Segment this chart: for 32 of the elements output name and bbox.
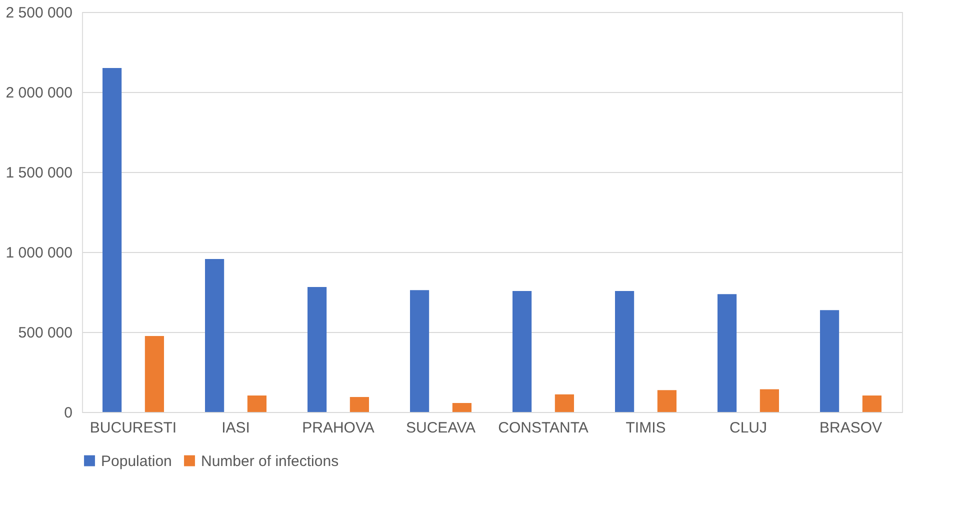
bar bbox=[410, 290, 430, 412]
bar bbox=[820, 310, 840, 412]
x-tick-label: IASI bbox=[222, 420, 250, 436]
legend-label: Population bbox=[101, 452, 172, 470]
y-tick-label: 0 bbox=[64, 404, 72, 422]
legend-label: Number of infections bbox=[201, 452, 339, 470]
y-tick-label: 1 000 000 bbox=[6, 244, 72, 262]
bar bbox=[718, 294, 737, 412]
x-tick-label: SUCEAVA bbox=[406, 420, 476, 436]
y-tick-label: 1 500 000 bbox=[6, 164, 72, 182]
x-tick-label: BRASOV bbox=[819, 420, 882, 436]
bar bbox=[205, 259, 224, 412]
bar bbox=[657, 390, 676, 412]
x-tick-label: TIMIS bbox=[626, 420, 666, 436]
x-tick-label: BUCURESTI bbox=[90, 420, 177, 436]
x-tick-label: CONSTANTA bbox=[498, 420, 588, 436]
bar bbox=[452, 403, 472, 412]
bar bbox=[512, 291, 532, 412]
y-tick-label: 2 000 000 bbox=[6, 84, 72, 102]
bar bbox=[760, 389, 779, 412]
bar bbox=[554, 394, 574, 412]
x-tick-label: CLUJ bbox=[729, 420, 768, 436]
bar bbox=[862, 396, 882, 412]
bar bbox=[350, 396, 369, 412]
bar bbox=[102, 68, 122, 412]
y-tick-label: 500 000 bbox=[18, 324, 72, 342]
y-tick-label: 2 500 000 bbox=[6, 4, 72, 22]
bar bbox=[615, 291, 634, 412]
bar bbox=[308, 287, 327, 412]
bar bbox=[144, 336, 164, 412]
x-tick-label: PRAHOVA bbox=[302, 420, 374, 436]
bar bbox=[247, 396, 266, 412]
